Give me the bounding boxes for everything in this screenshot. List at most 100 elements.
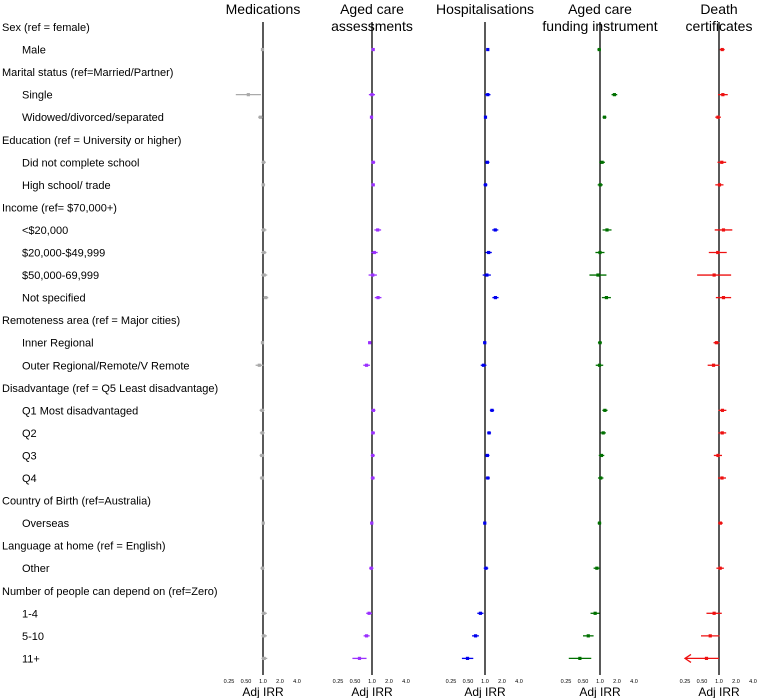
point-estimate: [718, 521, 723, 525]
x-tick-label: 4.0: [402, 679, 410, 685]
point-estimate: [599, 476, 603, 480]
point-estimate: [721, 296, 726, 300]
point-estimate: [371, 408, 376, 412]
point-estimate: [493, 296, 498, 300]
point-estimate: [372, 250, 376, 255]
panel-title: Aged care: [340, 1, 404, 17]
x-tick-label: 0.25: [224, 679, 235, 685]
point-estimate: [595, 566, 599, 570]
point-estimate: [485, 160, 489, 164]
x-axis-title: Adj IRR: [464, 685, 506, 698]
point-estimate: [597, 47, 601, 52]
x-axis-title: Adj IRR: [698, 685, 740, 698]
point-estimate: [371, 476, 375, 480]
row-label: 1-4: [22, 608, 38, 620]
group-header-label: Marital status (ref=Married/Partner): [2, 67, 173, 79]
point-estimate: [465, 656, 470, 660]
point-estimate: [597, 521, 602, 525]
row-label: High school/ trade: [22, 180, 111, 192]
point-estimate: [711, 363, 716, 367]
point-estimate: [487, 431, 491, 435]
point-estimate: [490, 408, 494, 412]
group-header-label: Language at home (ref = English): [2, 541, 166, 553]
x-tick-label: 0.50: [241, 679, 252, 685]
point-estimate: [262, 250, 266, 255]
row-label: Single: [22, 90, 53, 102]
x-tick-label: 1.0: [481, 679, 489, 685]
x-tick-label: 0.50: [697, 679, 708, 685]
point-estimate: [261, 521, 265, 525]
row-label: Q1 Most disadvantaged: [22, 405, 138, 417]
point-estimate: [716, 115, 720, 119]
point-estimate: [260, 408, 264, 412]
x-tick-label: 4.0: [630, 679, 638, 685]
row-label: Q4: [22, 473, 37, 485]
row-label: 11+: [22, 653, 40, 665]
panel-title: Hospitalisations: [436, 1, 534, 17]
point-estimate: [600, 160, 604, 164]
point-estimate: [260, 431, 264, 435]
x-axis-title: Adj IRR: [351, 685, 393, 698]
x-tick-label: 1.0: [259, 679, 267, 685]
point-estimate: [262, 273, 266, 277]
point-estimate: [602, 115, 607, 119]
x-tick-label: 1.0: [368, 679, 376, 685]
point-estimate: [260, 453, 264, 458]
point-estimate: [712, 611, 716, 615]
point-estimate: [371, 183, 375, 187]
point-estimate: [598, 183, 602, 187]
point-estimate: [257, 363, 261, 367]
point-estimate: [367, 611, 371, 615]
point-estimate: [598, 250, 602, 255]
point-estimate: [258, 115, 263, 119]
x-tick-label: 0.25: [680, 679, 691, 685]
point-estimate: [486, 93, 490, 97]
point-estimate: [260, 47, 265, 52]
x-axis-title: Adj IRR: [242, 685, 284, 698]
point-estimate: [369, 115, 374, 119]
point-estimate: [260, 476, 264, 480]
point-estimate: [716, 453, 720, 458]
point-estimate: [478, 611, 483, 615]
point-estimate: [597, 363, 602, 367]
point-estimate: [371, 453, 375, 458]
x-tick-label: 2.0: [276, 679, 284, 685]
x-tick-label: 4.0: [293, 679, 301, 685]
point-estimate: [708, 634, 712, 638]
x-tick-label: 0.50: [578, 679, 589, 685]
point-estimate: [596, 273, 600, 277]
point-estimate: [578, 656, 582, 660]
point-estimate: [604, 296, 609, 300]
point-estimate: [370, 521, 374, 525]
panel-title: Aged care: [568, 1, 632, 17]
group-header-label: Income (ref= $70,000+): [2, 202, 117, 214]
point-estimate: [376, 228, 380, 232]
row-label: Inner Regional: [22, 338, 94, 350]
forest-panel-hospitalisations: Hospitalisations 0.25 0.50 1.0 2.0 4.0 Adj IRR: [436, 1, 534, 698]
point-estimate: [487, 250, 491, 255]
row-label: Outer Regional/Remote/V Remote: [22, 360, 190, 372]
row-label: $20,000-$49,999: [22, 248, 105, 260]
x-axis-title: Adj IRR: [579, 685, 621, 698]
group-header-label: Remoteness area (ref = Major cities): [2, 315, 180, 327]
x-tick-label: 4.0: [515, 679, 523, 685]
point-estimate: [601, 431, 605, 435]
point-estimate: [262, 611, 266, 615]
point-estimate: [603, 408, 607, 412]
point-estimate: [261, 160, 266, 164]
group-header-label: Number of people can depend on (ref=Zero…: [2, 586, 218, 598]
group-header-label: Sex (ref = female): [2, 22, 90, 34]
panel-title: Death: [700, 1, 737, 17]
point-estimate: [473, 634, 478, 638]
row-label: Widowed/divorced/separated: [22, 112, 164, 124]
point-estimate: [483, 115, 488, 119]
x-tick-label: 0.25: [446, 679, 457, 685]
row-label: Male: [22, 45, 46, 57]
point-estimate: [486, 476, 490, 480]
point-estimate: [364, 634, 369, 638]
point-estimate: [612, 93, 617, 97]
point-estimate: [368, 341, 372, 345]
x-tick-label: 1.0: [596, 679, 604, 685]
